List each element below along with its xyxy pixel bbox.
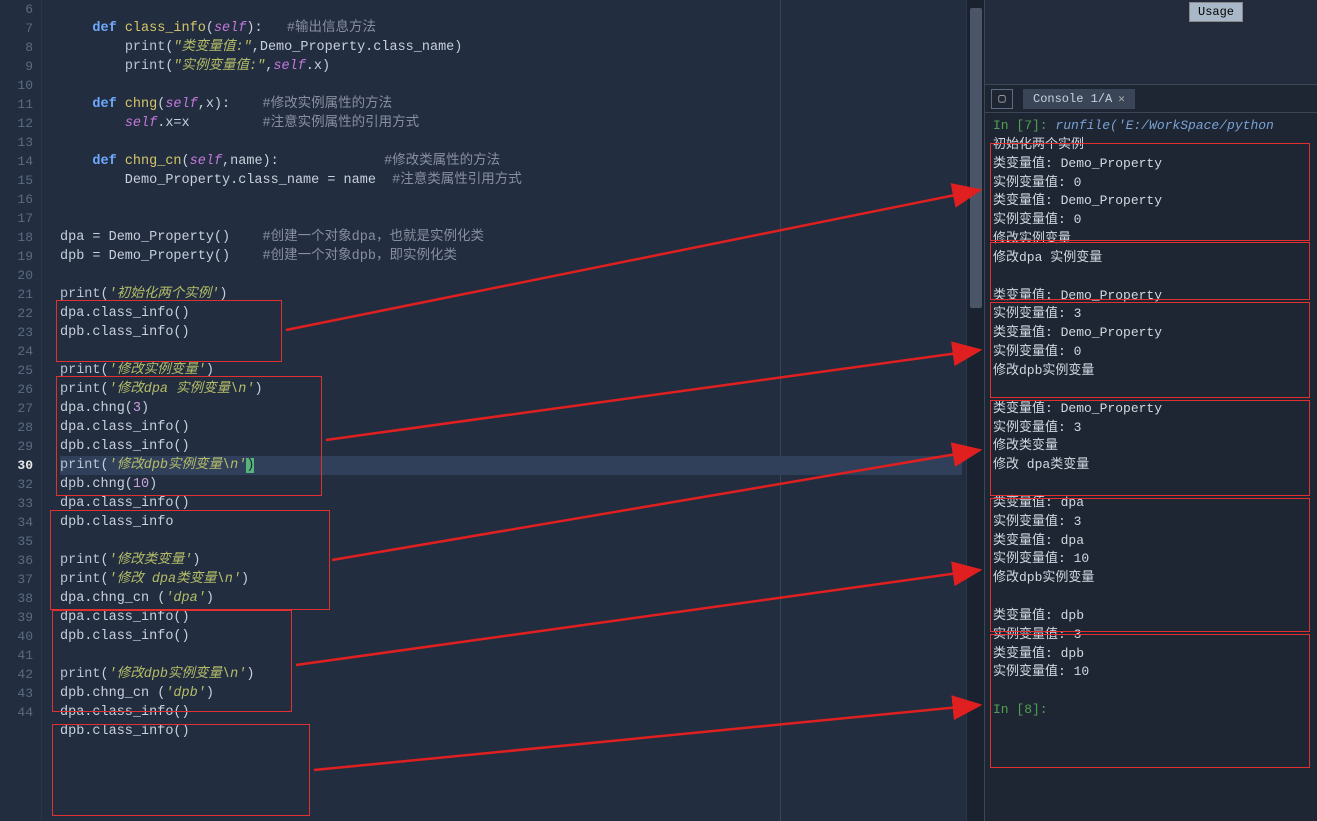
code-line[interactable]: dpa = Demo_Property() #创建一个对象dpa，也就是实例化类 bbox=[60, 228, 962, 247]
console-line bbox=[993, 475, 1309, 494]
console-line: 实例变量值: 3 bbox=[993, 419, 1309, 438]
code-line[interactable]: dpb = Demo_Property() #创建一个对象dpb，即实例化类 bbox=[60, 247, 962, 266]
code-line[interactable]: dpa.chng(3) bbox=[60, 399, 962, 418]
code-line[interactable]: dpa.chng_cn ('dpa') bbox=[60, 589, 962, 608]
usage-button[interactable]: Usage bbox=[1189, 2, 1243, 22]
console-line: 类变量值: Demo_Property bbox=[993, 192, 1309, 211]
code-line[interactable]: def chng(self,x): #修改实例属性的方法 bbox=[60, 95, 962, 114]
console-line bbox=[993, 381, 1309, 400]
console-tab-label: Console 1/A bbox=[1033, 92, 1112, 106]
code-line[interactable] bbox=[60, 342, 962, 361]
code-line[interactable]: dpb.class_info() bbox=[60, 323, 962, 342]
code-line[interactable]: print('修改实例变量') bbox=[60, 361, 962, 380]
code-line[interactable]: print('修改dpb实例变量\n') bbox=[60, 665, 962, 684]
code-editor[interactable]: 6789101112131415161718192021222324252627… bbox=[0, 0, 985, 821]
console-line: 类变量值: Demo_Property bbox=[993, 287, 1309, 306]
console-tab[interactable]: Console 1/A ✕ bbox=[1023, 89, 1135, 109]
code-line[interactable] bbox=[60, 133, 962, 152]
console-line: 修改类变量 bbox=[993, 437, 1309, 456]
console-line: 初始化两个实例 bbox=[993, 136, 1309, 155]
code-line[interactable] bbox=[60, 266, 962, 285]
console-line: 类变量值: Demo_Property bbox=[993, 400, 1309, 419]
console-line: 实例变量值: 10 bbox=[993, 663, 1309, 682]
code-line[interactable]: print("类变量值:",Demo_Property.class_name) bbox=[60, 38, 962, 57]
console-line: 类变量值: dpb bbox=[993, 607, 1309, 626]
code-line[interactable] bbox=[60, 76, 962, 95]
code-line[interactable] bbox=[60, 0, 962, 19]
console-line bbox=[993, 268, 1309, 287]
console-line: 修改实例变量 bbox=[993, 230, 1309, 249]
code-line[interactable]: Demo_Property.class_name = name #注意类属性引用… bbox=[60, 171, 962, 190]
code-line[interactable]: dpa.class_info() bbox=[60, 703, 962, 722]
console-line: 类变量值: Demo_Property bbox=[993, 324, 1309, 343]
code-line[interactable]: dpa.class_info() bbox=[60, 608, 962, 627]
close-icon[interactable]: ✕ bbox=[1118, 92, 1125, 106]
code-line[interactable] bbox=[60, 190, 962, 209]
code-line[interactable]: dpb.chng_cn ('dpb') bbox=[60, 684, 962, 703]
code-line[interactable]: dpb.class_info() bbox=[60, 627, 962, 646]
code-line[interactable]: print('初始化两个实例') bbox=[60, 285, 962, 304]
code-line[interactable]: dpb.class_info() bbox=[60, 722, 962, 741]
code-line[interactable]: dpb.class_info bbox=[60, 513, 962, 532]
code-line[interactable] bbox=[60, 532, 962, 551]
console-line: 修改dpb实例变量 bbox=[993, 362, 1309, 381]
console-output[interactable]: In [7]: runfile('E:/WorkSpace/python初始化两… bbox=[985, 113, 1317, 724]
console-line: 修改dpa 实例变量 bbox=[993, 249, 1309, 268]
code-line[interactable]: dpb.chng(10) bbox=[60, 475, 962, 494]
new-console-icon[interactable]: ▢ bbox=[991, 89, 1013, 109]
console-line: 类变量值: Demo_Property bbox=[993, 155, 1309, 174]
console-line: 实例变量值: 0 bbox=[993, 211, 1309, 230]
code-line[interactable]: def chng_cn(self,name): #修改类属性的方法 bbox=[60, 152, 962, 171]
editor-scrollbar[interactable] bbox=[966, 0, 984, 821]
code-line[interactable]: dpa.class_info() bbox=[60, 494, 962, 513]
console-line: 实例变量值: 3 bbox=[993, 626, 1309, 645]
code-line[interactable] bbox=[60, 209, 962, 228]
code-line[interactable]: dpa.class_info() bbox=[60, 418, 962, 437]
console-line: 实例变量值: 3 bbox=[993, 305, 1309, 324]
console-line: 类变量值: dpa bbox=[993, 494, 1309, 513]
code-line[interactable]: def class_info(self): #输出信息方法 bbox=[60, 19, 962, 38]
console-line bbox=[993, 588, 1309, 607]
code-line[interactable]: self.x=x #注意实例属性的引用方式 bbox=[60, 114, 962, 133]
console-line: 修改 dpa类变量 bbox=[993, 456, 1309, 475]
code-line[interactable]: dpa.class_info() bbox=[60, 304, 962, 323]
console-line: 实例变量值: 0 bbox=[993, 343, 1309, 362]
line-gutter: 6789101112131415161718192021222324252627… bbox=[0, 0, 42, 821]
code-line[interactable]: print('修改dpb实例变量\n') bbox=[60, 456, 962, 475]
console-tabbar: ▢ Console 1/A ✕ bbox=[985, 85, 1317, 113]
right-pane: Usage ▢ Console 1/A ✕ In [7]: runfile('E… bbox=[985, 0, 1317, 821]
top-strip: Usage bbox=[985, 0, 1317, 85]
console-line: 类变量值: dpb bbox=[993, 645, 1309, 664]
console-line: 修改dpb实例变量 bbox=[993, 569, 1309, 588]
code-line[interactable] bbox=[60, 646, 962, 665]
console-line: 实例变量值: 3 bbox=[993, 513, 1309, 532]
code-line[interactable]: print('修改 dpa类变量\n') bbox=[60, 570, 962, 589]
code-line[interactable]: dpb.class_info() bbox=[60, 437, 962, 456]
console-line: 实例变量值: 10 bbox=[993, 550, 1309, 569]
console-line: 类变量值: dpa bbox=[993, 532, 1309, 551]
console-panel: ▢ Console 1/A ✕ In [7]: runfile('E:/Work… bbox=[985, 85, 1317, 821]
code-line[interactable]: print('修改dpa 实例变量\n') bbox=[60, 380, 962, 399]
code-area[interactable]: def class_info(self): #输出信息方法 print("类变量… bbox=[42, 0, 962, 821]
code-line[interactable]: print('修改类变量') bbox=[60, 551, 962, 570]
scroll-thumb[interactable] bbox=[970, 8, 982, 308]
code-line[interactable]: print("实例变量值:",self.x) bbox=[60, 57, 962, 76]
console-line: 实例变量值: 0 bbox=[993, 174, 1309, 193]
